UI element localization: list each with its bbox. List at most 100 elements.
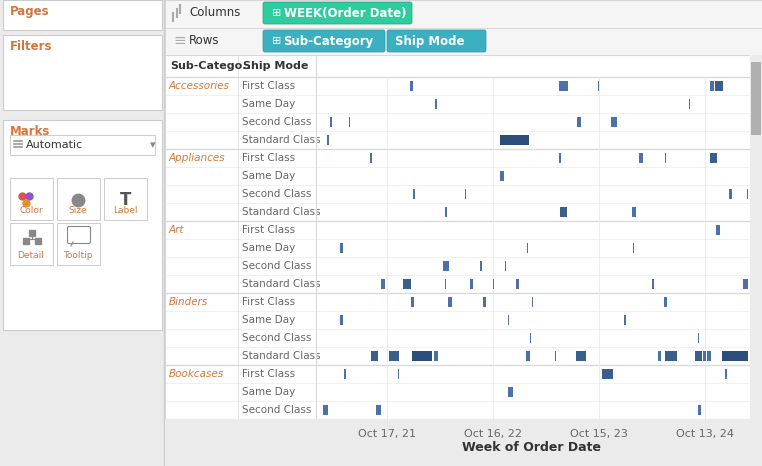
Bar	[370, 153, 372, 163]
Bar	[603, 369, 613, 379]
Text: Second Class: Second Class	[242, 405, 312, 415]
Text: ▾: ▾	[150, 140, 155, 150]
Text: Standard Class: Standard Class	[242, 207, 321, 217]
Text: Same Day: Same Day	[242, 243, 295, 253]
Bar	[716, 225, 720, 235]
FancyBboxPatch shape	[68, 226, 91, 244]
Bar	[3, 35, 162, 110]
Text: Automatic: Automatic	[26, 140, 83, 150]
Bar	[565, 81, 568, 91]
Bar	[508, 315, 510, 325]
Bar	[652, 279, 654, 289]
Text: Second Class: Second Class	[242, 261, 312, 271]
Text: Label: Label	[113, 206, 137, 215]
Bar	[526, 351, 530, 361]
Bar	[413, 189, 415, 199]
Bar	[445, 207, 447, 217]
Bar	[501, 171, 504, 181]
Text: First Class: First Class	[242, 297, 295, 307]
FancyBboxPatch shape	[263, 30, 385, 52]
Text: ⊞: ⊞	[272, 8, 281, 18]
Bar	[322, 405, 328, 415]
Bar	[560, 207, 567, 217]
Text: Standard Class: Standard Class	[242, 351, 321, 361]
Text: Marks: Marks	[10, 125, 50, 138]
Bar	[729, 189, 732, 199]
Text: Bookcases: Bookcases	[169, 369, 224, 379]
Text: Oct 16, 22: Oct 16, 22	[464, 429, 522, 439]
Text: Appliances: Appliances	[169, 153, 226, 163]
Bar	[507, 387, 513, 397]
Bar	[434, 351, 437, 361]
Bar	[443, 261, 449, 271]
Bar	[639, 153, 643, 163]
Bar	[597, 81, 599, 91]
Bar	[465, 189, 466, 199]
Bar	[470, 279, 473, 289]
Text: First Class: First Class	[242, 153, 295, 163]
Text: Sub-Catego..: Sub-Catego..	[170, 61, 251, 71]
Text: Ship Mode: Ship Mode	[395, 34, 465, 48]
Bar	[559, 153, 561, 163]
Bar	[410, 81, 413, 91]
Bar	[658, 351, 661, 361]
Text: Second Class: Second Class	[242, 117, 312, 127]
Bar	[527, 243, 528, 253]
Bar	[3, 0, 162, 30]
Text: Color: Color	[19, 206, 43, 215]
Bar	[716, 81, 723, 91]
Bar	[340, 243, 344, 253]
Bar	[611, 117, 616, 127]
Text: Detail: Detail	[18, 251, 44, 260]
Bar	[664, 297, 668, 307]
Text: Tooltip: Tooltip	[63, 251, 93, 260]
Bar	[341, 315, 343, 325]
Bar	[398, 369, 399, 379]
Bar	[389, 351, 399, 361]
Text: Second Class: Second Class	[242, 333, 312, 343]
Text: Same Day: Same Day	[242, 387, 295, 397]
Text: Rows: Rows	[189, 34, 219, 48]
Text: Week of Order Date: Week of Order Date	[463, 441, 601, 454]
Bar	[743, 279, 748, 289]
Bar	[3, 120, 162, 330]
Text: Size: Size	[69, 206, 88, 215]
Bar	[376, 405, 381, 415]
Text: ≡: ≡	[173, 34, 186, 48]
Text: Ship Mode: Ship Mode	[243, 61, 309, 71]
Bar	[448, 297, 452, 307]
Bar	[480, 261, 482, 271]
Bar	[10, 178, 53, 220]
Bar	[577, 117, 581, 127]
Text: Columns: Columns	[189, 7, 240, 20]
Text: First Class: First Class	[242, 369, 295, 379]
Bar	[10, 223, 53, 265]
Bar	[725, 369, 727, 379]
Text: Standard Class: Standard Class	[242, 279, 321, 289]
Bar	[328, 135, 329, 145]
Bar	[349, 117, 350, 127]
Text: Standard Class: Standard Class	[242, 135, 321, 145]
Bar	[695, 351, 702, 361]
Text: T: T	[120, 191, 132, 209]
Bar	[624, 315, 626, 325]
Text: Same Day: Same Day	[242, 315, 295, 325]
Bar	[381, 279, 386, 289]
Text: Binders: Binders	[169, 297, 208, 307]
Bar	[576, 351, 586, 361]
Bar	[104, 178, 147, 220]
Bar	[559, 81, 565, 91]
Bar	[57, 178, 100, 220]
Bar	[371, 351, 378, 361]
Bar	[10, 135, 155, 155]
Text: First Class: First Class	[242, 225, 295, 235]
Bar	[435, 99, 437, 109]
Bar	[709, 81, 715, 91]
Bar	[403, 279, 411, 289]
Text: First Class: First Class	[242, 81, 295, 91]
Text: Oct 13, 24: Oct 13, 24	[676, 429, 734, 439]
Bar	[710, 153, 717, 163]
Bar	[532, 297, 533, 307]
Bar	[505, 261, 507, 271]
Bar	[665, 351, 677, 361]
